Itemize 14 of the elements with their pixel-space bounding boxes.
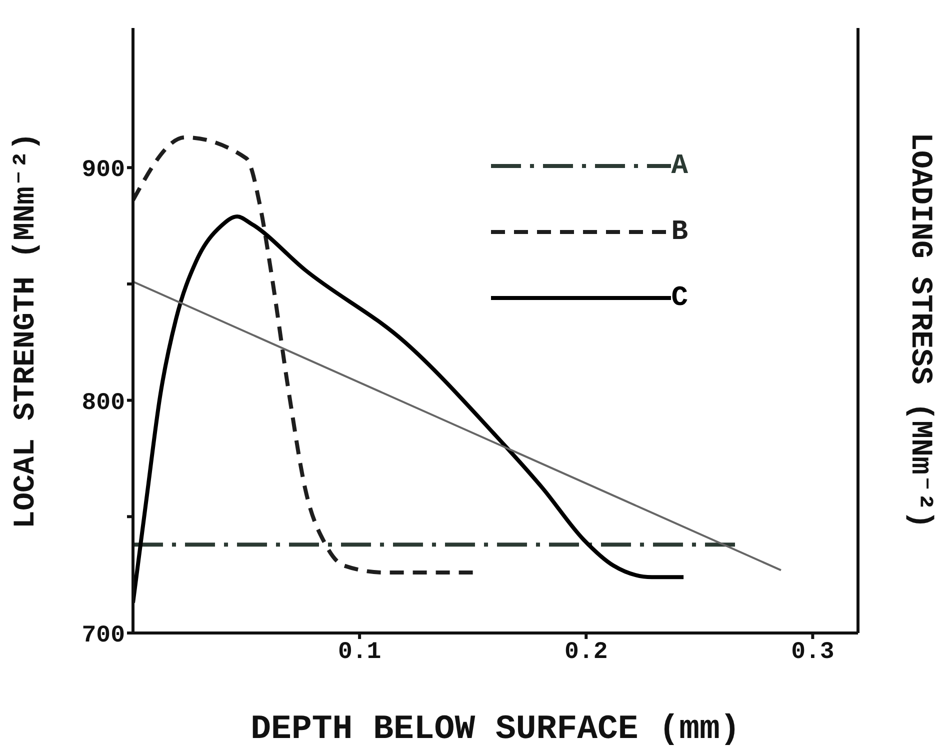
text: B: [671, 216, 688, 248]
x-tick-label: 0.1: [338, 639, 382, 666]
line-series: [133, 214, 686, 605]
text: A: [671, 150, 688, 182]
y-tick-label: 700: [82, 622, 125, 650]
y-axis-title: LOCAL STRENGTH (MNm⁻²): [10, 132, 44, 529]
y-tick-label: 800: [82, 390, 125, 417]
x-tick-label: 0.2: [564, 639, 608, 666]
line-series: [133, 135, 475, 574]
x-tick-label: 0.3: [791, 639, 834, 666]
x-axis-title: DEPTH BELOW SURFACE (mm): [250, 711, 740, 749]
y-tick-label: 900: [82, 157, 125, 184]
text: C: [671, 282, 688, 314]
y2-axis-title: LOADING STRESS (MNm⁻²): [902, 132, 936, 529]
